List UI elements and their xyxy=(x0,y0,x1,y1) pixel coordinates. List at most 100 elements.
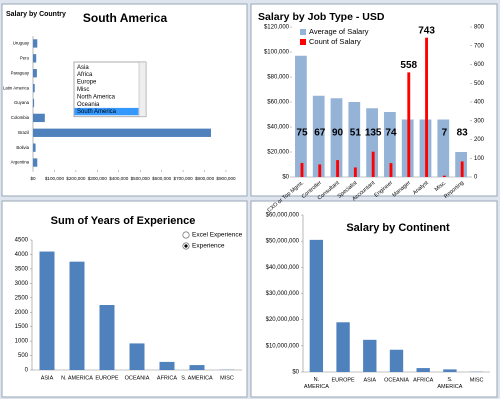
x-tick-label: $800,000 xyxy=(195,176,215,181)
y-tick-label: $80,000 xyxy=(267,75,289,81)
bar xyxy=(33,83,35,93)
bar xyxy=(33,143,36,152)
data-label: 51 xyxy=(350,128,362,139)
x-tick-label: ASIA xyxy=(41,375,54,381)
bar xyxy=(366,108,378,177)
chart-title: South America xyxy=(83,11,168,25)
y-tick-label: $100,000 xyxy=(264,50,290,56)
y2-tick-label: 200 xyxy=(474,137,485,143)
y-tick-label: 4000 xyxy=(15,252,29,258)
x-tick-label: MISC xyxy=(470,377,484,383)
y-tick-label: Argentina xyxy=(11,160,30,165)
data-label: 7 xyxy=(442,128,448,139)
data-label: 90 xyxy=(332,128,344,139)
y-tick-label: Colombia xyxy=(11,115,30,120)
list-item[interactable]: South America xyxy=(77,109,117,115)
bar xyxy=(39,251,55,370)
x-tick-label: MISC xyxy=(220,375,234,381)
y-tick-label: 0 xyxy=(25,368,29,374)
y2-tick-label: 700 xyxy=(474,43,485,49)
chart-caption: Salary by Country xyxy=(6,11,66,18)
y-tick-label: Guyana xyxy=(14,100,30,105)
y-tick-label: 1000 xyxy=(15,339,29,345)
y-tick-label: $0 xyxy=(282,175,289,181)
bar xyxy=(442,175,446,177)
x-tick-label: $100,000 xyxy=(45,176,65,181)
bar xyxy=(295,55,307,177)
radio-label[interactable]: Experience xyxy=(192,243,225,250)
list-item[interactable]: North America xyxy=(77,94,116,100)
bar xyxy=(69,261,85,370)
bar xyxy=(363,339,377,372)
list-item[interactable]: Africa xyxy=(77,72,93,78)
bar xyxy=(312,95,325,177)
bar xyxy=(159,361,175,370)
chart-title: Salary by Job Type - USD xyxy=(258,11,385,23)
y-tick-label: $60,000 xyxy=(267,100,289,106)
bar xyxy=(33,98,35,108)
y-tick-label: $40,000,000 xyxy=(266,265,300,271)
list-item[interactable]: Misc xyxy=(77,87,89,93)
bar xyxy=(330,98,343,177)
bar xyxy=(99,305,115,370)
chart-title: Salary by Continent xyxy=(346,222,450,234)
bar xyxy=(189,365,205,370)
panel xyxy=(1,200,248,398)
y-tick-label: Brazil xyxy=(18,130,29,135)
data-label: 75 xyxy=(296,128,308,139)
data-label: 67 xyxy=(314,128,326,139)
y2-tick-label: 0 xyxy=(474,175,478,181)
y-tick-label: $50,000,000 xyxy=(266,239,300,245)
bar xyxy=(336,322,350,372)
radio-button[interactable] xyxy=(182,231,190,239)
y-tick-label: 3000 xyxy=(15,281,29,287)
y-tick-label: Peru xyxy=(20,55,30,60)
x-tick-label: EUROPE xyxy=(331,377,355,383)
bar xyxy=(300,162,304,177)
legend-label: Count of Salary xyxy=(309,37,361,46)
bar xyxy=(389,349,404,372)
data-label: 135 xyxy=(365,128,382,139)
data-label: 74 xyxy=(385,128,397,139)
y-tick-label: 2000 xyxy=(15,310,29,316)
bar xyxy=(353,167,357,177)
x-tick-label: $500,000 xyxy=(131,176,151,181)
chart-title: Sum of Years of Experience xyxy=(51,215,196,227)
list-selection xyxy=(74,107,139,116)
bar xyxy=(425,37,428,177)
y-tick-label: $10,000,000 xyxy=(266,343,300,349)
y-tick-label: Latin America xyxy=(3,85,30,90)
bar xyxy=(443,369,457,372)
y-tick-label: $120,000 xyxy=(264,25,290,31)
list-item[interactable]: Europe xyxy=(77,80,97,86)
y2-tick-label: 800 xyxy=(474,25,485,31)
y-tick-label: $60,000,000 xyxy=(266,213,300,219)
y-tick-label: 500 xyxy=(18,353,29,359)
bar xyxy=(33,39,38,48)
bar xyxy=(33,128,211,137)
x-tick-label: $700,000 xyxy=(174,176,194,181)
list-item[interactable]: Oceania xyxy=(77,102,100,108)
x-tick-label: $0 xyxy=(30,176,36,181)
bar xyxy=(309,239,324,372)
y-tick-label: $20,000 xyxy=(267,150,289,156)
bar xyxy=(33,69,37,78)
y2-tick-label: 300 xyxy=(474,118,485,124)
x-tick-label: OCEANIA xyxy=(384,377,409,383)
y-tick-label: Paraguay xyxy=(11,70,30,75)
bar xyxy=(460,161,464,177)
bar xyxy=(318,164,322,177)
y-tick-label: $0 xyxy=(292,370,299,376)
bar xyxy=(129,343,145,370)
legend-swatch xyxy=(300,29,306,35)
data-label: 558 xyxy=(400,60,417,71)
y-tick-label: Uruguay xyxy=(13,41,30,46)
radio-label[interactable]: Excel Experience xyxy=(192,232,243,239)
bar xyxy=(371,151,375,177)
bar xyxy=(384,112,396,177)
y-tick-label: 3500 xyxy=(15,266,29,272)
list-item[interactable]: Asia xyxy=(77,65,89,71)
y-tick-label: 2500 xyxy=(15,295,29,301)
data-label: 743 xyxy=(418,25,435,36)
